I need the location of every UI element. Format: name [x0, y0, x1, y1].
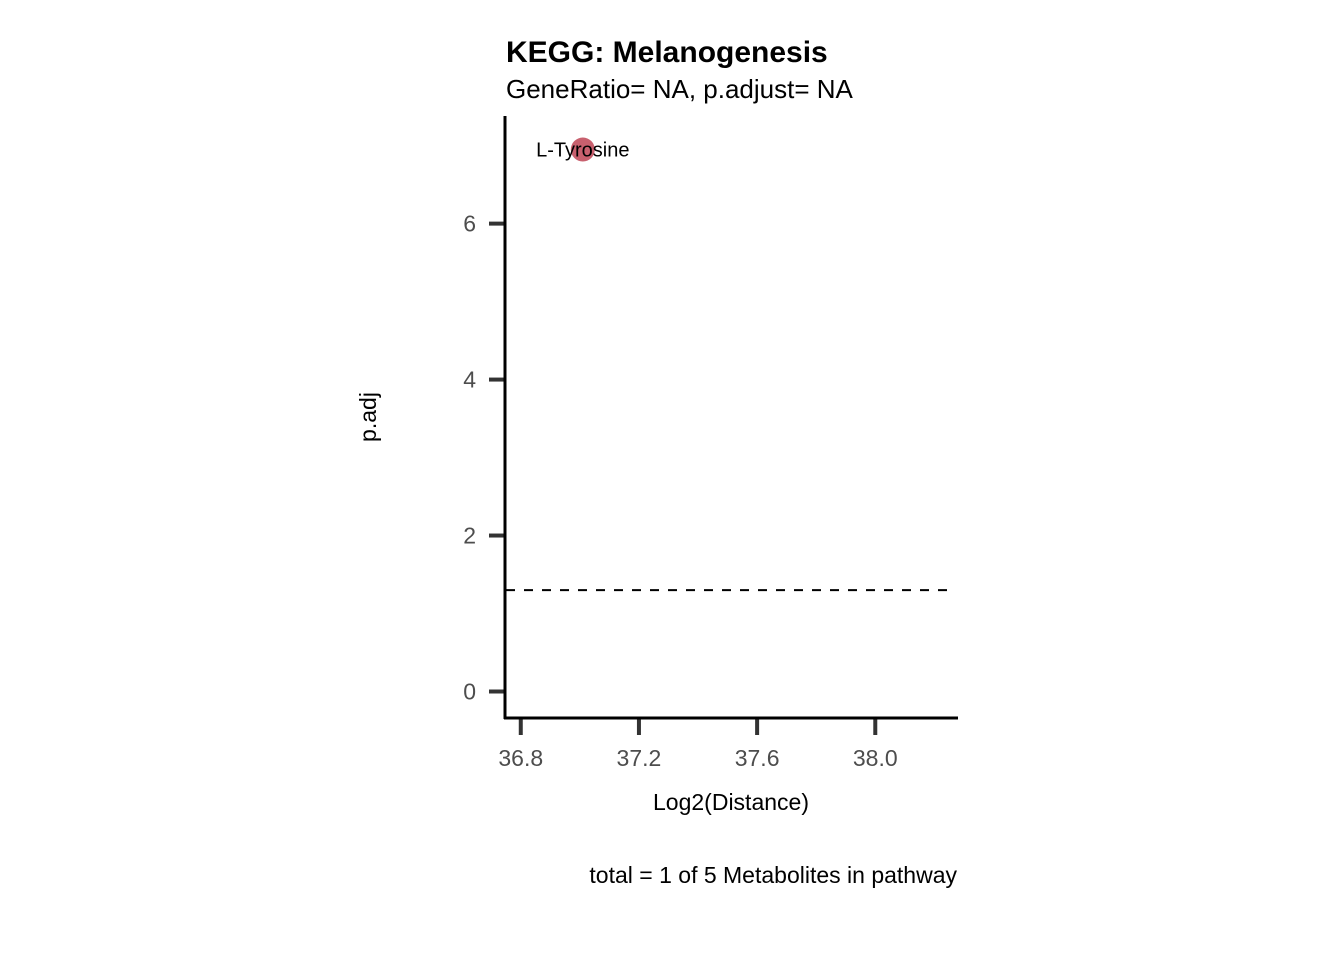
x-tick-label: 37.2 [617, 745, 662, 771]
chart-subtitle: GeneRatio= NA, p.adjust= NA [506, 74, 854, 104]
x-tick-label: 38.0 [853, 745, 898, 771]
chart-title: KEGG: Melanogenesis [506, 36, 828, 69]
y-tick-label: 2 [463, 523, 476, 549]
data-point [570, 137, 595, 162]
y-axis-ticks: 0 2 4 6 [463, 211, 504, 704]
chart-caption: total = 1 of 5 Metabolites in pathway [589, 862, 957, 888]
x-axis-label: Log2(Distance) [653, 789, 809, 815]
data-point-label: L-Tyrosine [536, 140, 629, 162]
y-tick-label: 4 [463, 367, 476, 393]
y-tick-label: 0 [463, 678, 476, 704]
x-tick-label: 36.8 [498, 745, 543, 771]
data-points: L-Tyrosine [536, 137, 629, 162]
y-tick-label: 6 [463, 211, 476, 237]
x-tick-label: 37.6 [735, 745, 780, 771]
y-axis-label: p.adj [355, 392, 381, 442]
x-axis-ticks: 36.8 37.2 37.6 38.0 [498, 719, 898, 771]
